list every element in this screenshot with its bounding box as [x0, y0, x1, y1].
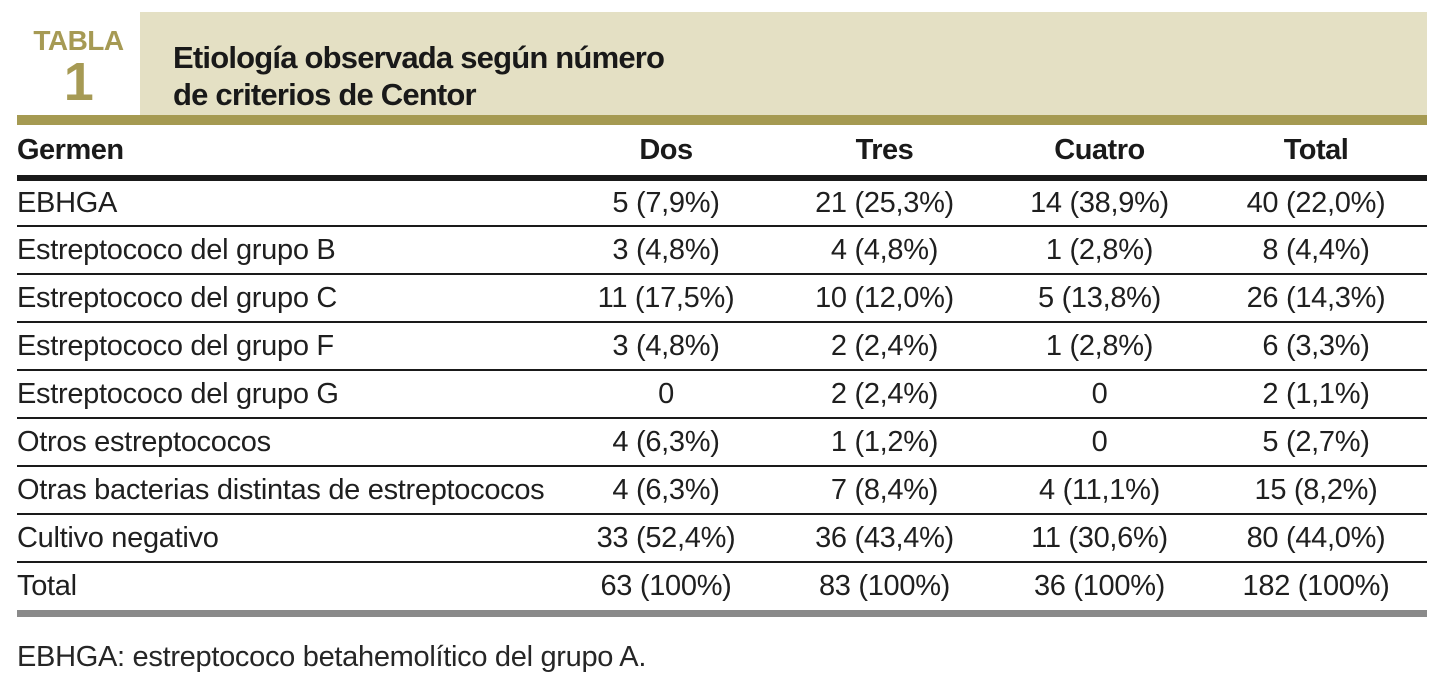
germen-cell: Estreptococo del grupo G — [17, 370, 557, 419]
figure-title-line-2: de criterios de Centor — [173, 77, 477, 112]
value-cell: 11 (30,6%) — [994, 514, 1205, 563]
value-cell: 21 (25,3%) — [775, 178, 994, 227]
value-cell: 4 (11,1%) — [994, 466, 1205, 515]
germen-cell: Cultivo negativo — [17, 514, 557, 563]
germen-cell: EBHGA — [17, 178, 557, 227]
value-cell: 3 (4,8%) — [557, 226, 775, 275]
value-cell: 0 — [994, 418, 1205, 467]
value-cell: 15 (8,2%) — [1205, 466, 1427, 515]
table-header-row: Germen Dos Tres Cuatro Total — [17, 125, 1427, 181]
germen-cell: Otros estreptococos — [17, 418, 557, 467]
germen-cell: Estreptococo del grupo B — [17, 226, 557, 275]
title-box: Etiología observada según número de crit… — [140, 12, 1427, 115]
column-header-cuatro: Cuatro — [994, 125, 1205, 181]
table-label-word: TABLA — [33, 25, 124, 56]
table-label: TABLA 1 — [17, 12, 140, 115]
table-row: EBHGA 5 (7,9%) 21 (25,3%) 14 (38,9%) 40 (22,… — [17, 178, 1427, 227]
value-cell: 1 (2,8%) — [994, 322, 1205, 371]
value-cell: 11 (17,5%) — [557, 274, 775, 323]
column-header-total: Total — [1205, 125, 1427, 181]
table-row: Cultivo negativo 33 (52,4%) 36 (43,4%) 11 (… — [17, 514, 1427, 563]
germen-cell: Estreptococo del grupo F — [17, 322, 557, 371]
germen-cell: Otras bacterias distintas de estreptococ… — [17, 466, 557, 515]
value-cell: 1 (2,8%) — [994, 226, 1205, 275]
value-cell: 4 (6,3%) — [557, 466, 775, 515]
value-cell: 80 (44,0%) — [1205, 514, 1427, 563]
column-header-germen: Germen — [17, 125, 557, 181]
value-cell: 182 (100%) — [1242, 570, 1390, 602]
value-cell: 8 (4,4%) — [1205, 226, 1427, 275]
value-cell: 5 (7,9%) — [557, 178, 775, 227]
value-cell: 2 (2,4%) — [775, 322, 994, 371]
etiology-table: Germen Dos Tres Cuatro Total EBHGA 5 (7,9… — [17, 125, 1427, 610]
value-cell: 0 — [994, 370, 1205, 419]
value-cell: 83 (100%) — [818, 570, 951, 602]
table-footnote: EBHGA: estreptococo betahemolítico del g… — [17, 641, 647, 673]
table-row: Otras bacterias distintas de estreptococ… — [17, 466, 1427, 515]
figure-title-line-1: Etiología observada según número — [173, 40, 665, 75]
value-cell: 14 (38,9%) — [994, 178, 1205, 227]
value-cell: 2 (2,4%) — [775, 370, 994, 419]
table-row: Otros estreptococos 4 (6,3%) 1 (1,2%) 0 5 (2… — [17, 418, 1427, 467]
table-body: EBHGA 5 (7,9%) 21 (25,3%) 14 (38,9%) 40 (22,… — [17, 178, 1427, 610]
value-cell: 26 (14,3%) — [1205, 274, 1427, 323]
figure-header: TABLA 1 Etiología observada según número… — [17, 12, 1427, 115]
value-cell: 4 (6,3%) — [557, 418, 775, 467]
value-cell: 10 (12,0%) — [775, 274, 994, 323]
value-cell: 4 (4,8%) — [775, 226, 994, 275]
accent-divider-bar — [17, 115, 1427, 125]
germen-cell: Estreptococo del grupo C — [17, 274, 557, 323]
table-row: Estreptococo del grupo C 11 (17,5%) 10 (12… — [17, 274, 1427, 323]
value-cell: 40 (22,0%) — [1205, 178, 1427, 227]
value-cell: 6 (3,3%) — [1205, 322, 1427, 371]
value-cell: 7 (8,4%) — [775, 466, 994, 515]
bottom-divider-bar — [17, 610, 1427, 617]
value-cell: 36 (43,4%) — [775, 514, 994, 563]
table-row: Total 63 (100%) 83 (100%) 36 (100%) 182 (100… — [17, 562, 1427, 610]
value-cell: 5 (2,7%) — [1205, 418, 1427, 467]
value-cell: 36 (100%) — [1033, 570, 1166, 602]
value-cell: 1 (1,2%) — [775, 418, 994, 467]
value-cell: 3 (4,8%) — [557, 322, 775, 371]
column-header-dos: Dos — [557, 125, 775, 181]
value-cell: 33 (52,4%) — [557, 514, 775, 563]
value-cell: 0 — [557, 370, 775, 419]
table-label-number: 1 — [63, 52, 94, 112]
column-header-tres: Tres — [775, 125, 994, 181]
value-cell: 2 (1,1%) — [1205, 370, 1427, 419]
value-cell: 63 (100%) — [600, 570, 732, 602]
value-cell: 5 (13,8%) — [994, 274, 1205, 323]
germen-cell: Total — [17, 570, 77, 602]
table-header: Germen Dos Tres Cuatro Total — [17, 125, 1427, 181]
